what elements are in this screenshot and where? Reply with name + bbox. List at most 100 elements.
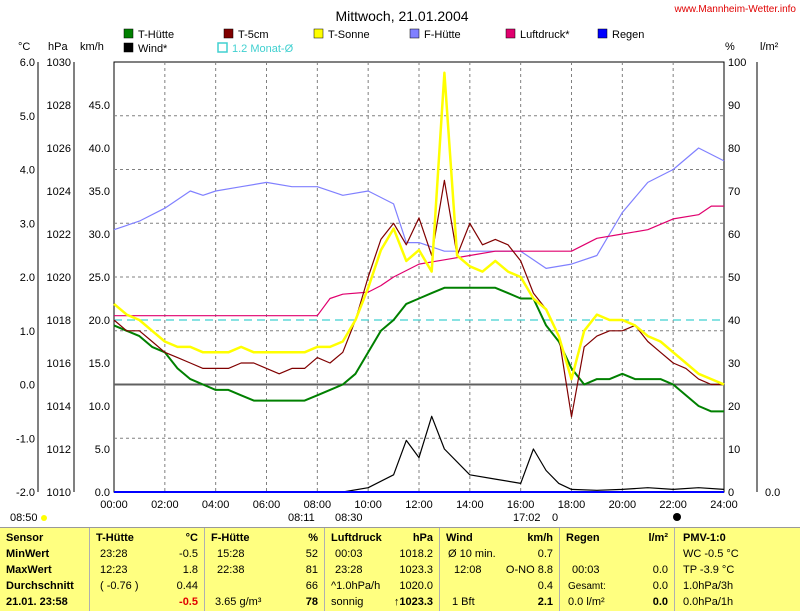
wind-max-time: 12:08	[454, 564, 482, 576]
thuette-header: T-Hütte	[96, 532, 134, 544]
chart-legend: T-Hütte T-5cm T-Sonne F-Hütte Luftdruck* Rege…	[123, 28, 644, 55]
x-tick-label: 18:00	[558, 499, 586, 511]
label-sunrise: 08:11	[288, 512, 315, 524]
regen-header: Regen	[566, 532, 600, 544]
col-wind: Wind km/h Ø 10 min. 0.7 12:08 O-NO 8.8 0.4 …	[440, 528, 560, 611]
regen-total-val: 0.0	[652, 580, 668, 592]
temp-tick-label: -1.0	[16, 433, 35, 445]
luftdruck-min-val: 1018.2	[399, 548, 433, 560]
x-tick-label: 14:00	[456, 499, 484, 511]
pct-tick-label: 60	[728, 229, 740, 241]
label-left-time: 08:50	[10, 512, 38, 524]
x-tick-label: 12:00	[405, 499, 433, 511]
thuette-avg-val: 0.44	[176, 580, 198, 592]
x-tick-label: 06:00	[253, 499, 281, 511]
pct-tick-label: 0	[728, 487, 734, 499]
legend-label: Regen	[612, 29, 644, 41]
unit-percent: %	[725, 41, 735, 53]
chart-series	[113, 71, 725, 493]
wind-avg-val: 0.4	[537, 580, 553, 592]
wind-tick-label: 5.0	[95, 444, 110, 456]
series-line	[113, 71, 725, 386]
unit-rain: l/m²	[760, 41, 779, 53]
x-tick-label: 22:00	[659, 499, 687, 511]
legend-label: Luftdruck*	[520, 29, 570, 41]
thuette-min-val: -0.5	[179, 548, 198, 560]
legend-swatch	[223, 28, 234, 39]
fhuette-avg-val: 66	[305, 580, 318, 592]
regen-now-note: 0.0 l/m²	[568, 596, 605, 608]
regen-unit: l/m²	[648, 532, 668, 544]
wind-tick-label: 40.0	[89, 143, 110, 155]
temp-tick-label: 6.0	[20, 57, 35, 69]
series-line	[114, 415, 725, 493]
wind-max-val: O-NO 8.8	[505, 564, 553, 576]
wind-now-val: 2.1	[537, 596, 553, 608]
wind-tick-label: 35.0	[89, 186, 110, 198]
sensor-header: Sensor	[6, 532, 44, 544]
wind-tick-label: 15.0	[89, 358, 110, 370]
chart-title: Mittwoch, 21.01.2004	[335, 8, 468, 24]
series-line	[113, 179, 724, 418]
thuette-max-time: 12:23	[100, 564, 128, 576]
hpa-tick-label: 1012	[47, 444, 71, 456]
col-sensor: Sensor MinWert MaxWert Durchschnitt 21.0…	[0, 528, 90, 611]
legend-swatch	[123, 28, 134, 39]
hpa-tick-label: 1030	[47, 57, 71, 69]
sun-icon	[41, 515, 47, 521]
luftdruck-trend: ^1.0hPa/h	[331, 580, 381, 592]
col-regen: Regen l/m² 00:03 0.0 Gesamt: 0.0 0.0 l/m² 0.…	[560, 528, 675, 611]
temp-tick-label: 2.0	[20, 272, 35, 284]
temp-tick-label: -2.0	[16, 487, 35, 499]
pmv-dewpoint: TP -3.9 °C	[683, 564, 735, 576]
legend-swatch	[123, 42, 134, 53]
temp-tick-label: 5.0	[20, 111, 35, 123]
luftdruck-unit: hPa	[412, 532, 433, 544]
col-thuette: T-Hütte °C 23:28 -0.5 12:23 1.8 ( -0.76 ) 0.…	[90, 528, 205, 611]
regen-total-label: Gesamt:	[568, 581, 606, 592]
label-sunset: 17:02	[513, 512, 541, 524]
pmv-trend1h: 0.0hPa/1h	[683, 596, 734, 608]
legend-swatch	[217, 42, 228, 53]
series-line	[114, 205, 724, 317]
legend-swatch	[505, 28, 516, 39]
pct-tick-label: 100	[728, 57, 746, 69]
rain-tick-label: 0.0	[765, 487, 780, 499]
luftdruck-max-time: 23:28	[335, 564, 363, 576]
site-url: www.Mannheim-Wetter.info	[673, 4, 796, 15]
wind-tick-label: 0.0	[95, 487, 110, 499]
sensor-avg: Durchschnitt	[6, 580, 74, 592]
pmv-trend3h: 1.0hPa/3h	[683, 580, 734, 592]
label-zero: 0	[552, 512, 558, 524]
legend-label: Wind*	[138, 43, 168, 55]
thuette-now-val: -0.5	[179, 596, 198, 608]
col-fhuette: F-Hütte% 15:28 52 22:38 81 66 3.65 g/m³ 78	[205, 528, 325, 611]
fhuette-min-val: 52	[305, 548, 318, 560]
legend-swatch	[313, 28, 324, 39]
col-pmv: PMV-1:0 WC -0.5 °C TP -3.9 °C 1.0hPa/3h …	[675, 528, 800, 611]
fhuette-max-val: 81	[305, 564, 318, 576]
legend-label: T-Sonne	[328, 29, 370, 41]
wind-avg-label: Ø 10 min.	[448, 548, 496, 560]
fhuette-min-time: 15:28	[217, 548, 245, 560]
temp-tick-label: 0.0	[20, 380, 35, 392]
thuette-unit: °C	[185, 532, 198, 544]
hpa-tick-label: 1018	[47, 315, 71, 327]
x-tick-label: 24:00	[710, 499, 738, 511]
hpa-tick-label: 1016	[47, 358, 71, 370]
luftdruck-avg-val: 1020.0	[399, 580, 433, 592]
fhuette-header: F-Hütte	[211, 532, 250, 544]
pct-tick-label: 80	[728, 143, 740, 155]
pct-tick-label: 70	[728, 186, 740, 198]
legend-label: 1.2 Monat-Ø	[232, 43, 294, 55]
col-luftdruck: Luftdruck hPa 00:03 1018.2 23:28 1023.3 ^1.…	[325, 528, 440, 611]
pmv-windchill: WC -0.5 °C	[683, 548, 739, 560]
pmv-header: PMV-1:0	[683, 532, 726, 544]
fhuette-unit: %	[308, 532, 318, 544]
series-line	[113, 147, 725, 269]
fhuette-now-note: 3.65 g/m³	[215, 596, 262, 608]
luftdruck-now-val: ↑1023.3	[393, 596, 433, 608]
hpa-tick-label: 1022	[47, 229, 71, 241]
wind-unit: km/h	[527, 532, 553, 544]
hpa-tick-label: 1020	[47, 272, 71, 284]
